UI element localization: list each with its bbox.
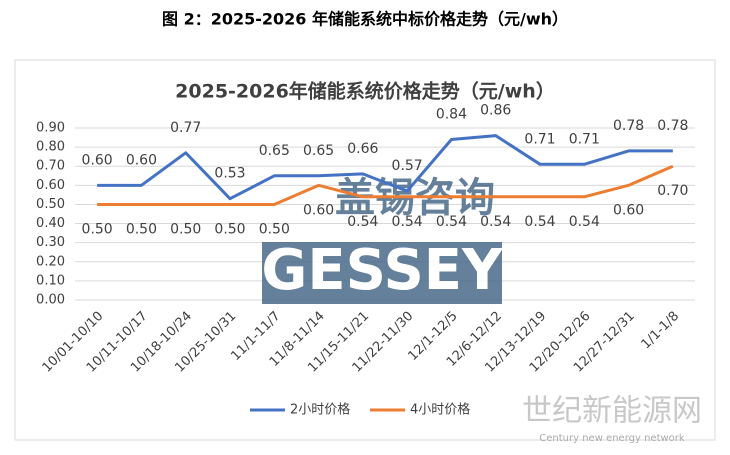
y-tick-label: 0.10 xyxy=(36,273,65,288)
data-label: 0.50 xyxy=(82,221,113,237)
y-tick-label: 0.20 xyxy=(36,254,65,269)
data-label: 0.54 xyxy=(392,214,423,230)
data-label: 0.50 xyxy=(214,221,245,237)
data-label: 0.78 xyxy=(613,118,644,134)
legend-label: 2小时价格 xyxy=(290,402,350,418)
data-label: 0.70 xyxy=(657,183,688,199)
data-label: 0.50 xyxy=(170,221,201,237)
data-label: 0.65 xyxy=(303,143,334,159)
site-watermark-en: Century new energy network xyxy=(539,433,685,444)
data-label: 0.54 xyxy=(436,214,467,230)
y-tick-label: 0.90 xyxy=(36,121,65,136)
data-label: 0.54 xyxy=(524,214,555,230)
data-label: 0.78 xyxy=(657,118,688,134)
data-label: 0.50 xyxy=(126,221,157,237)
data-label: 0.60 xyxy=(613,202,644,218)
y-tick-label: 0.40 xyxy=(36,216,65,231)
watermark-en: GESSEY xyxy=(261,238,504,303)
data-label: 0.54 xyxy=(347,214,378,230)
y-tick-label: 0.60 xyxy=(36,178,65,193)
y-tick-label: 0.30 xyxy=(36,235,65,250)
data-label: 0.60 xyxy=(82,152,113,168)
chart-title: 2025-2026年储能系统价格走势（元/wh） xyxy=(175,80,555,103)
y-tick-label: 0.70 xyxy=(36,159,65,174)
data-label: 0.57 xyxy=(392,158,423,174)
data-label: 0.66 xyxy=(347,141,378,157)
data-label: 0.53 xyxy=(214,166,245,182)
data-label: 0.60 xyxy=(303,202,334,218)
legend-label: 4小时价格 xyxy=(410,402,470,418)
watermark-box xyxy=(262,242,502,304)
data-label: 0.86 xyxy=(480,103,511,119)
data-label: 0.84 xyxy=(436,106,467,122)
y-tick-label: 0.80 xyxy=(36,140,65,155)
series-line xyxy=(97,134,673,201)
figure-title: 图 2：2025-2026 年储能系统中标价格走势（元/wh） xyxy=(162,10,568,29)
watermark-brand: 盖锡咨询 GESSEY xyxy=(261,175,504,304)
data-label: 0.71 xyxy=(569,131,600,147)
data-label: 0.50 xyxy=(259,221,290,237)
site-watermark: 世纪新能源网 xyxy=(522,394,702,429)
series-line xyxy=(97,164,674,206)
data-label: 0.54 xyxy=(480,214,511,230)
data-label: 0.65 xyxy=(259,143,290,159)
data-label: 0.60 xyxy=(126,152,157,168)
y-tick-label: 0.00 xyxy=(36,293,65,308)
data-label: 0.54 xyxy=(569,214,600,230)
data-label: 0.71 xyxy=(524,131,555,147)
data-label: 0.77 xyxy=(170,120,201,136)
y-tick-label: 0.50 xyxy=(36,197,65,212)
